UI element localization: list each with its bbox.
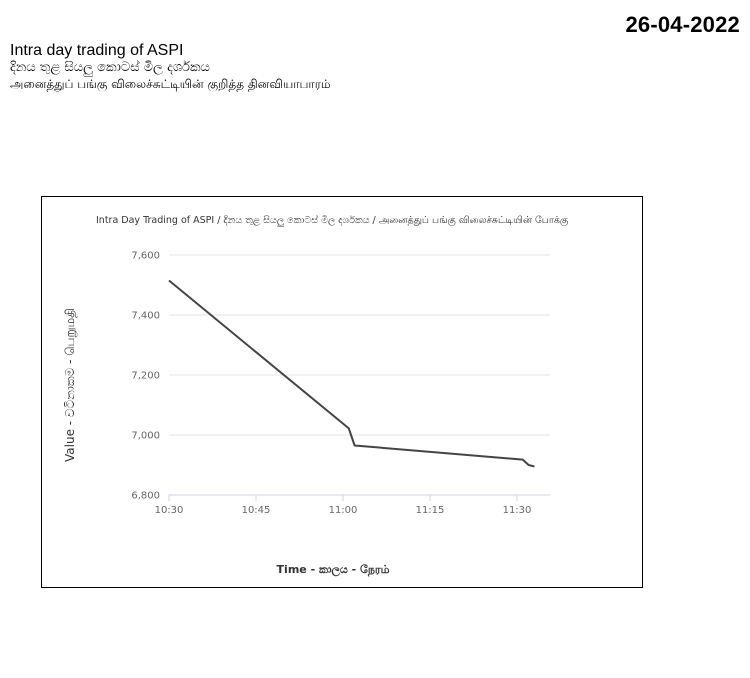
series-line (168, 279, 535, 468)
y-tick-label: 7,000 (131, 431, 160, 442)
y-axis-ticks: 6,800 7,000 7,200 7,400 7,600 (131, 251, 160, 502)
chart-grid (169, 254, 550, 436)
x-tick-label: 10:45 (242, 505, 271, 516)
x-tick-label: 11:00 (329, 505, 358, 516)
heading-sinhala: දිනය තුළ සියලු කොටස් මිල දර්ශකය (10, 60, 210, 75)
y-axis-label: Value - වටිනාකම - பெறுமதி (63, 308, 78, 462)
aspi-intraday-chart: Intra Day Trading of ASPI / දිනය තුළ සිය… (63, 213, 569, 578)
x-axis-label: Time - කාලය - நேரம் (277, 563, 390, 578)
report-date: 26-04-2022 (625, 12, 740, 37)
x-tick-label: 10:30 (155, 505, 184, 516)
y-tick-label: 6,800 (131, 491, 160, 502)
chart-frame: Intra Day Trading of ASPI / දිනය තුළ සිය… (41, 196, 643, 588)
y-tick-label: 7,400 (131, 311, 160, 322)
heading-tamil: அனைத்துப் பங்கு விலைச்சுட்டியின் குறித்த… (10, 77, 331, 91)
y-tick-label: 7,200 (131, 371, 160, 382)
chart-title: Intra Day Trading of ASPI / දිනය තුළ සිය… (96, 213, 569, 228)
x-tick-label: 11:30 (503, 505, 532, 516)
heading-english: Intra day trading of ASPI (10, 42, 184, 59)
y-tick-label: 7,600 (131, 251, 160, 262)
x-tick-label: 11:15 (416, 505, 445, 516)
report-heading: Intra day trading of ASPI දිනය තුළ සියලු… (10, 42, 331, 93)
chart-series (168, 279, 535, 468)
x-axis: 10:30 10:45 11:00 11:15 11:30 (155, 494, 550, 516)
